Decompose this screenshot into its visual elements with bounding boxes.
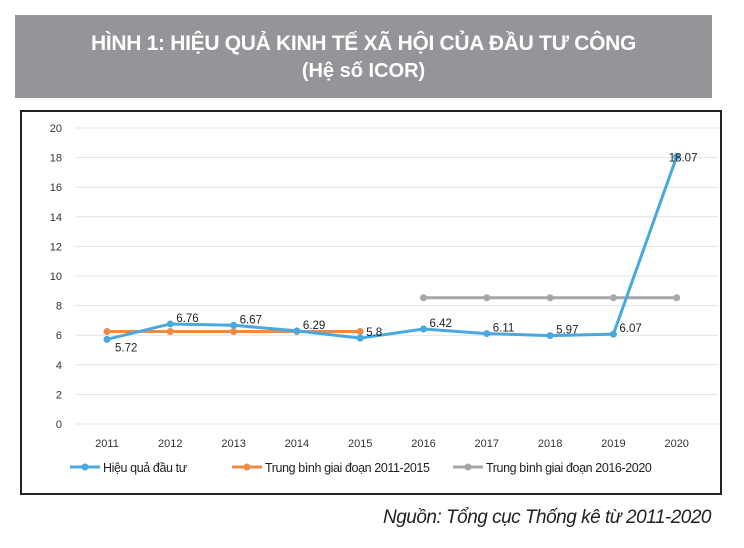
series-point-2 <box>546 294 554 302</box>
series-point-1 <box>166 328 174 335</box>
chart-frame <box>20 110 722 495</box>
y-tick-label: 20 <box>50 123 62 135</box>
series-point-0 <box>483 330 491 338</box>
figure-subtitle: (Hệ số ICOR) <box>301 60 426 82</box>
series-point-2 <box>420 294 427 302</box>
series-point-1 <box>230 328 238 335</box>
x-tick-label: 2016 <box>411 438 435 450</box>
y-tick-label: 6 <box>56 330 62 342</box>
legend-swatch-marker <box>243 463 251 471</box>
y-tick-label: 2 <box>56 389 62 401</box>
data-label: 6.29 <box>303 320 325 332</box>
series-point-0 <box>166 320 174 328</box>
data-label: 6.67 <box>240 314 262 326</box>
series-point-2 <box>609 294 617 302</box>
series-point-0 <box>293 327 301 335</box>
data-label: 6.11 <box>493 323 515 335</box>
series-point-0 <box>356 334 364 342</box>
x-tick-label: 2020 <box>664 438 688 450</box>
data-label: 6.76 <box>176 313 198 325</box>
data-label: 6.07 <box>619 323 641 335</box>
series-line-0 <box>106 156 679 341</box>
y-tick-label: 12 <box>50 241 62 253</box>
series-point-0 <box>420 325 427 333</box>
x-tick-label: 2014 <box>285 438 309 450</box>
x-tick-label: 2013 <box>221 438 245 450</box>
legend-swatch-marker <box>81 463 89 471</box>
series-point-0 <box>546 332 554 340</box>
data-label: 6.42 <box>430 318 452 330</box>
x-tick-label: 2017 <box>475 438 499 450</box>
y-tick-label: 8 <box>56 301 62 313</box>
data-label: 18.07 <box>669 153 698 165</box>
figure-title-banner: HÌNH 1: HIỆU QUẢ KINH TẾ XÃ HỘI CỦA ĐẦU … <box>15 15 712 98</box>
x-tick-label: 2015 <box>348 438 372 450</box>
y-tick-label: 10 <box>50 271 62 283</box>
data-label: 5.72 <box>115 342 137 354</box>
x-tick-label: 2011 <box>95 438 119 450</box>
data-label: 5.8 <box>366 327 382 339</box>
series-point-2 <box>483 294 491 302</box>
series-point-0 <box>609 330 617 338</box>
series-point-2 <box>673 294 681 302</box>
y-tick-label: 16 <box>50 182 62 194</box>
series-point-0 <box>230 321 238 329</box>
legend-label: Hiệu quả đầu tư <box>103 461 187 475</box>
figure-title: HÌNH 1: HIỆU QUẢ KINH TẾ XÃ HỘI CỦA ĐẦU … <box>90 32 637 55</box>
y-tick-label: 0 <box>56 419 62 431</box>
legend-label: Trung bình giai đoạn 2011-2015 <box>265 461 430 475</box>
series-point-0 <box>103 335 111 343</box>
legend-swatch-marker <box>464 463 472 471</box>
y-tick-label: 14 <box>50 212 62 224</box>
legend-label: Trung bình giai đoạn 2016-2020 <box>486 461 652 475</box>
x-tick-label: 2019 <box>601 438 625 450</box>
data-label: 5.97 <box>556 325 578 337</box>
source-note: Nguồn: Tổng cục Thống kê từ 2011-2020 <box>382 507 712 528</box>
series-point-1 <box>103 328 111 335</box>
series-point-1 <box>356 328 364 335</box>
series-point-0 <box>673 153 681 161</box>
y-tick-label: 4 <box>56 360 62 372</box>
y-tick-label: 18 <box>50 153 62 165</box>
x-tick-label: 2012 <box>158 438 182 450</box>
x-tick-label: 2018 <box>538 438 562 450</box>
